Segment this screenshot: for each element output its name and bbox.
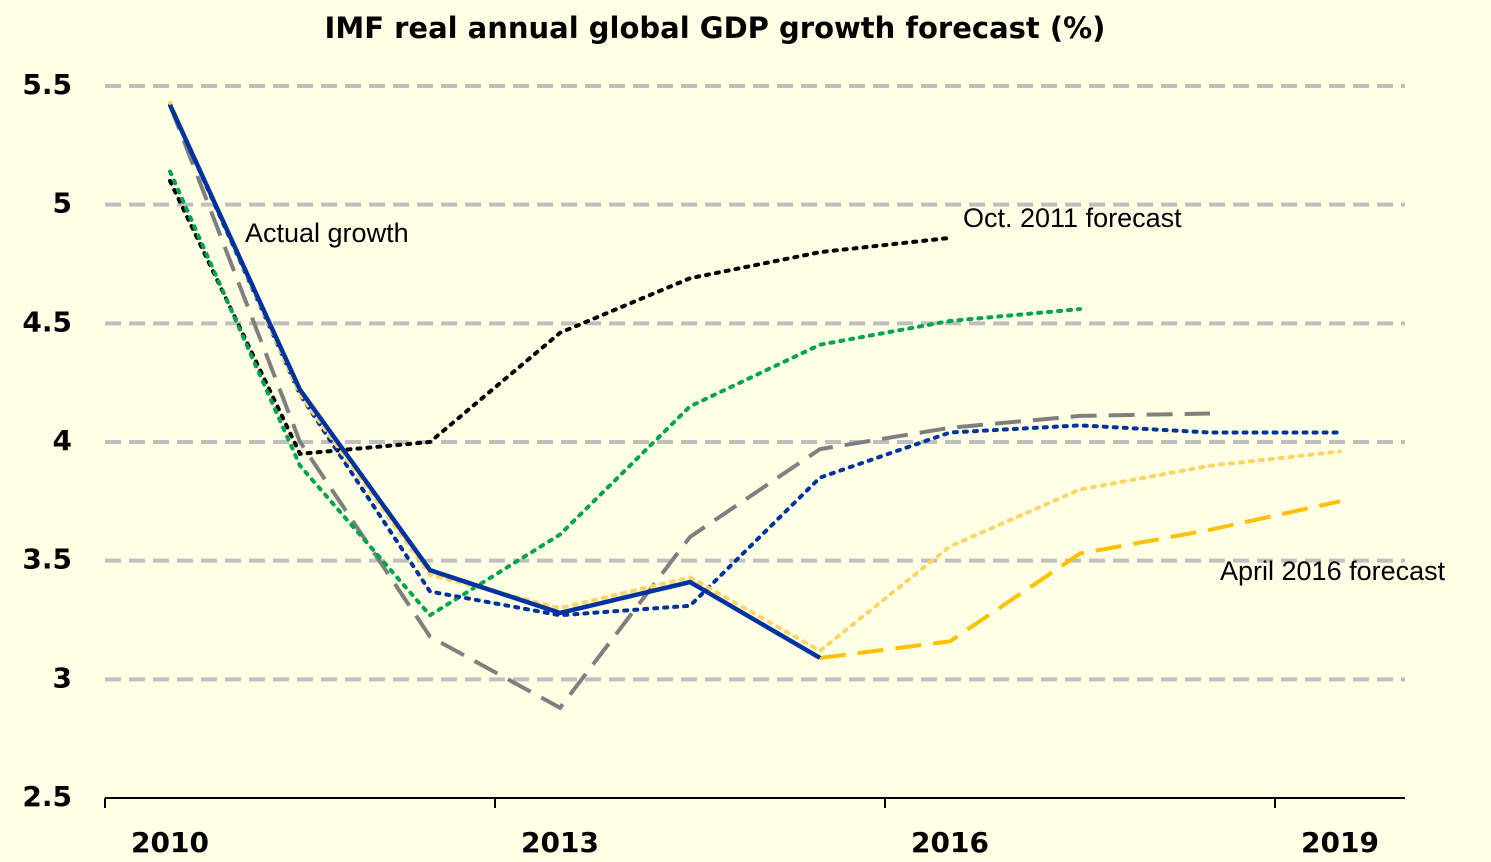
series-line	[819, 499, 1341, 660]
series-line	[167, 104, 822, 660]
y-tick-label: 3.5	[22, 543, 72, 576]
series-line	[168, 104, 1211, 711]
x-tick-label: 2013	[521, 826, 599, 859]
y-tick-label: 5.5	[22, 68, 72, 101]
series-line	[168, 178, 952, 456]
x-tick-label: 2010	[131, 826, 209, 859]
y-tick-label: 4.5	[22, 305, 72, 338]
chart-title: IMF real annual global GDP growth foreca…	[325, 11, 1106, 45]
x-tick-label: 2016	[911, 826, 989, 859]
series-line	[168, 102, 1342, 618]
series-label: Oct. 2011 forecast	[963, 203, 1182, 233]
y-tick-label: 3	[53, 661, 72, 694]
series-line	[168, 169, 1082, 618]
y-tick-label: 4	[53, 424, 72, 457]
y-tick-label: 2.5	[22, 780, 72, 813]
series-line	[168, 100, 1342, 654]
series-label: Actual growth	[245, 218, 409, 248]
x-tick-label: 2019	[1301, 826, 1379, 859]
series-label: April 2016 forecast	[1220, 556, 1446, 586]
y-tick-label: 5	[53, 187, 72, 220]
